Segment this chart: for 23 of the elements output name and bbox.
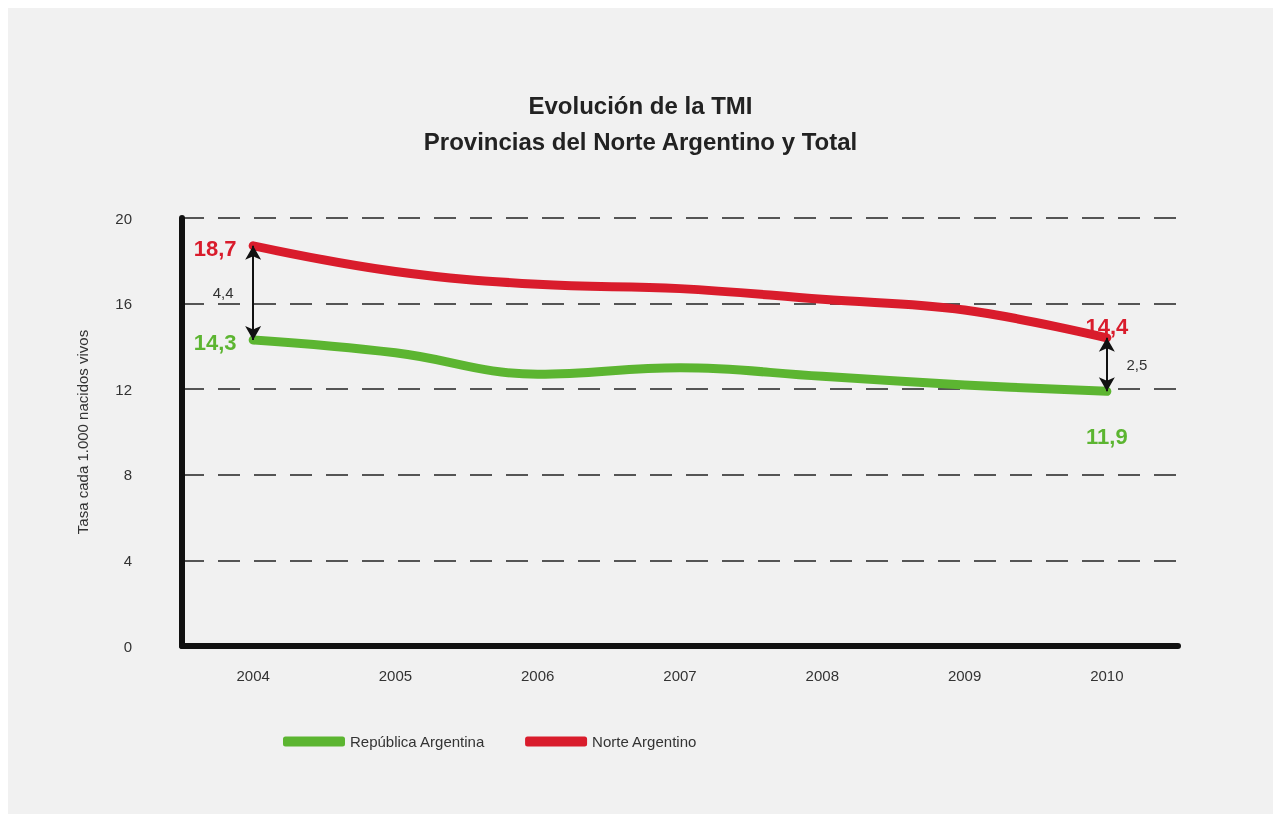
x-tick-label: 2007 [663, 667, 697, 684]
x-tick-label: 2005 [378, 667, 413, 684]
y-tick-label: 8 [123, 466, 132, 484]
y-axis-title: Tasa cada 1.000 nacidos vivos [74, 329, 91, 535]
y-tick-label: 16 [115, 295, 132, 313]
annotation: 2,5 [1126, 356, 1148, 374]
y-tick-label: 0 [123, 637, 132, 655]
chart-subtitle: Provincias del Norte Argentino y Total [423, 127, 858, 155]
data-label: 14,3 [193, 330, 237, 356]
y-tick-label: 4 [123, 551, 132, 569]
y-tick-label: 12 [115, 380, 132, 398]
legend-label: Norte Argentino [592, 733, 697, 750]
x-tick-label: 2006 [521, 667, 555, 684]
x-tick-label: 2008 [805, 667, 839, 684]
data-label: 18,7 [193, 236, 237, 262]
legend-label: República Argentina [350, 733, 485, 750]
chart-title: Evolución de la TMI [528, 91, 753, 119]
x-tick-label: 2009 [947, 667, 982, 684]
annotation: 4,4 [212, 284, 234, 302]
x-tick-label: 2004 [236, 667, 270, 684]
x-tick-label: 2010 [1090, 667, 1124, 684]
y-tick-label: 20 [115, 209, 132, 227]
data-label: 11,9 [1086, 423, 1128, 449]
